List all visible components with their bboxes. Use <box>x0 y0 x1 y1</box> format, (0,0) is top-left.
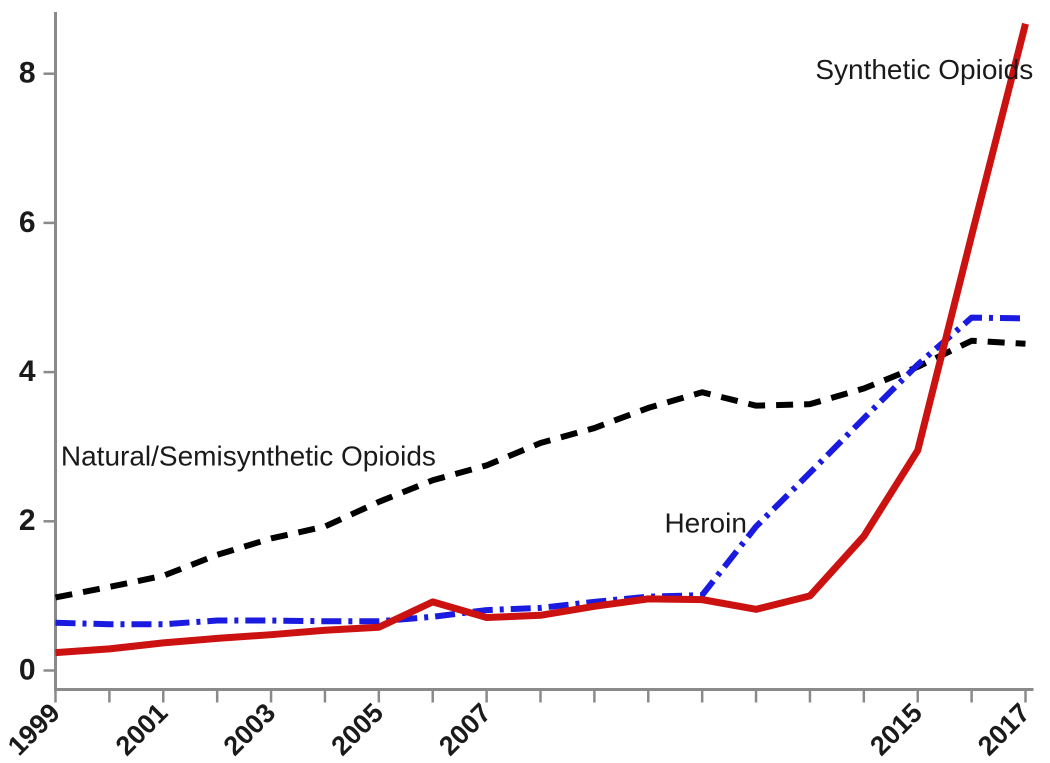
x-tick-label: 2017 <box>972 698 1036 762</box>
y-tick-label: 0 <box>19 653 36 686</box>
series-line <box>54 337 1026 601</box>
x-tick-label: 2001 <box>110 698 174 762</box>
series-annotations: Natural/Semisynthetic Opioids Heroin Synth… <box>61 54 1033 539</box>
series-line <box>55 314 1026 628</box>
series-line <box>55 22 1029 657</box>
x-tick-label: 2003 <box>218 698 282 762</box>
y-tick-marks <box>43 72 55 672</box>
x-tick-label: 2015 <box>864 698 928 762</box>
series-label: Natural/Semisynthetic Opioids <box>61 440 436 471</box>
y-tick-labels: 0 2 4 6 8 <box>19 57 36 687</box>
y-tick-label: 4 <box>19 355 36 388</box>
axis-lines <box>54 12 1034 691</box>
x-tick-label: 2005 <box>325 698 389 762</box>
data-series-group <box>54 22 1029 657</box>
x-tick-marks <box>54 690 1027 703</box>
series-label: Heroin <box>664 507 746 538</box>
y-tick-label: 6 <box>19 206 36 239</box>
x-tick-label: 1999 <box>2 698 66 762</box>
series-label: Synthetic Opioids <box>815 54 1033 85</box>
x-tick-labels: 1999 2001 2003 2005 2007 2015 2017 <box>2 698 1036 762</box>
x-tick-label: 2007 <box>433 698 497 762</box>
y-tick-label: 8 <box>19 57 36 90</box>
axis-group <box>43 12 1034 703</box>
y-tick-label: 2 <box>19 504 36 537</box>
